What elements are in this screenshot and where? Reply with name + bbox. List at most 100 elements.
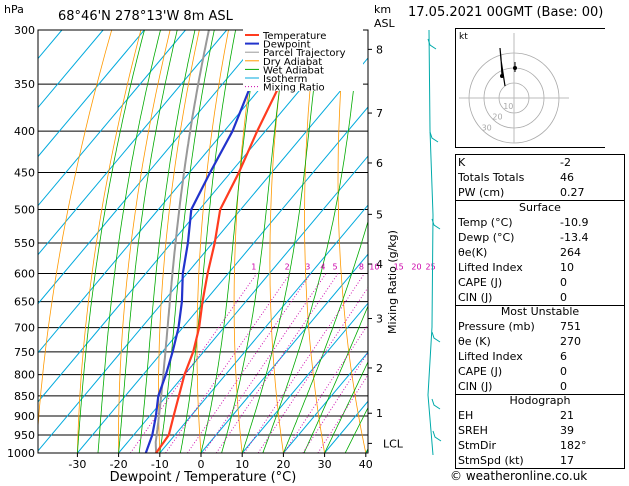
km-tick-label: 7	[376, 107, 383, 120]
km-tick-label: 5	[376, 208, 383, 221]
legend-label: Parcel Trajectory	[263, 48, 346, 59]
dry-adiabat	[38, 30, 113, 432]
x-tick-label: -20	[110, 458, 128, 471]
surface-key: θe(K)	[458, 246, 488, 259]
legend-label: Wet Adiabat	[263, 65, 324, 76]
isotherm	[283, 351, 368, 453]
isotherm	[38, 30, 351, 403]
dry-adiabat	[77, 30, 142, 453]
surface-value: -13.4	[560, 231, 589, 244]
unstable-key: CIN (J)	[458, 380, 493, 393]
isotherm	[38, 30, 145, 158]
mixing-ratio-line	[243, 273, 365, 453]
isotherm	[159, 204, 368, 453]
km-tick-label: 1	[376, 407, 383, 420]
surface-row: Lifted Index 10	[456, 260, 624, 275]
surface-value: 264	[560, 246, 581, 259]
pressure-tick-label: 350	[14, 78, 35, 91]
hodograph-ring-label: 30	[482, 123, 492, 132]
wind-barb	[431, 398, 441, 410]
x-tick-label: 30	[318, 458, 332, 471]
mixing-ratio-label: 4	[320, 263, 325, 272]
unstable-value: 270	[560, 335, 581, 348]
index-row: Totals Totals 46	[456, 170, 624, 185]
index-key: K	[458, 156, 466, 169]
hodo-key: StmDir	[458, 439, 497, 452]
surface-row: Dewp (°C) -13.4	[456, 230, 624, 245]
hodo-row: StmSpd (kt) 17	[456, 453, 624, 468]
index-value: -2	[560, 156, 571, 169]
legend-label: Temperature	[262, 31, 326, 42]
surface-row: Temp (°C) -10.9	[456, 215, 624, 230]
hodograph-trace	[499, 47, 506, 87]
isotherm	[241, 302, 368, 453]
unstable-key: Lifted Index	[458, 350, 523, 363]
index-table: K -2 Totals Totals 46 PW (cm) 0.27	[455, 154, 625, 201]
wind-barb	[431, 218, 441, 230]
x-tick-label: 10	[235, 458, 249, 471]
wind-barb	[431, 331, 441, 343]
wet-adiabat	[118, 30, 178, 453]
dry-adiabat	[158, 30, 200, 453]
wind-profile	[427, 29, 434, 456]
unit-height-asl: ASL	[374, 17, 396, 30]
x-axis-label: Dewpoint / Temperature (°C)	[110, 470, 297, 485]
dry-adiabat	[118, 30, 171, 453]
pressure-tick-label: 450	[14, 166, 35, 179]
isotherm	[38, 30, 228, 256]
x-tick-label: 40	[359, 458, 373, 471]
hodograph-title: Hodograph	[509, 394, 571, 407]
x-tick-label: -30	[68, 458, 86, 471]
isotherm	[200, 253, 368, 453]
wet-adiabat	[344, 406, 368, 453]
mixing-ratio-label: 15	[394, 263, 404, 272]
unstable-value: 751	[560, 320, 581, 333]
datetime-label: 17.05.2021 00GMT (Base: 00)	[408, 5, 604, 20]
hodo-value: 21	[560, 409, 574, 422]
wet-adiabat	[138, 30, 196, 453]
hodograph-table: Hodograph EH 21 SREH 39 StmDir 182° StmSpd (kt…	[455, 393, 625, 469]
mixing-ratio-label: 5	[332, 263, 337, 272]
hodo-key: EH	[458, 409, 474, 422]
surface-table: Surface Temp (°C) -10.9 Dewp (°C) -13.4 θe(K…	[455, 200, 625, 306]
mixing-ratio-label: 10	[369, 263, 379, 272]
isotherm	[118, 155, 368, 453]
mixing-ratio-line	[165, 273, 291, 453]
surface-value: 0	[560, 291, 567, 304]
unstable-row: CIN (J) 0	[456, 379, 624, 394]
index-value: 46	[560, 171, 574, 184]
surface-row: CAPE (J) 0	[456, 275, 624, 290]
pressure-tick-label: 850	[14, 390, 35, 403]
unstable-row: Pressure (mb) 751	[456, 319, 624, 334]
index-row: PW (cm) 0.27	[456, 185, 624, 200]
wet-adiabat	[200, 30, 261, 453]
pressure-tick-label: 650	[14, 296, 35, 309]
surface-key: Lifted Index	[458, 261, 523, 274]
km-tick-label: 4	[376, 258, 383, 271]
mixing-ratio-label: 20	[411, 263, 421, 272]
plot-frame	[37, 29, 369, 454]
km-tick-label: 2	[376, 362, 383, 375]
mixing-ratio-line	[283, 323, 368, 453]
unstable-key: Pressure (mb)	[458, 320, 535, 333]
surface-value: -10.9	[560, 216, 589, 229]
unstable-value: 0	[560, 365, 567, 378]
wet-adiabat	[159, 30, 215, 453]
dry-adiabat	[402, 30, 448, 453]
hodo-value: 17	[560, 454, 574, 467]
unstable-row: Lifted Index 6	[456, 349, 624, 364]
km-tick-label: 6	[376, 157, 383, 170]
surface-key: Temp (°C)	[458, 216, 513, 229]
credit-label: © weatheronline.co.uk	[450, 469, 588, 483]
legend-box	[243, 29, 363, 91]
hodograph-frame	[455, 28, 605, 148]
mixing-ratio-label: 25	[426, 263, 436, 272]
hodo-value: 39	[560, 424, 574, 437]
surface-row: CIN (J) 0	[456, 290, 624, 305]
pressure-tick-label: 400	[14, 125, 35, 138]
wet-adiabat	[97, 30, 161, 453]
km-tick-label: 8	[376, 43, 383, 56]
y-axis-label: Mixing Ratio (g/kg)	[386, 230, 399, 334]
